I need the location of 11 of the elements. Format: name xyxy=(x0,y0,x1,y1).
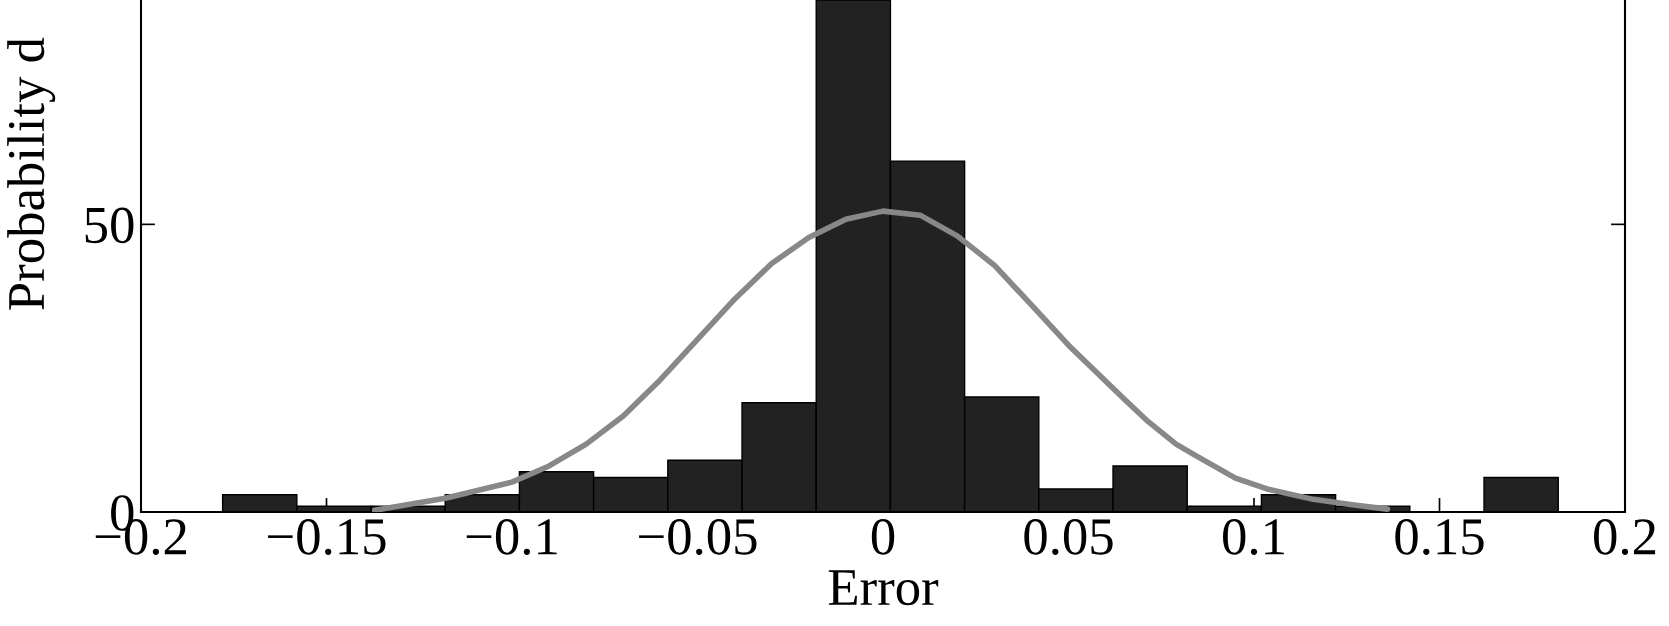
x-tick-label: −0.15 xyxy=(268,519,386,555)
x-axis-title: Error xyxy=(828,570,939,606)
y-tick-label: 50 xyxy=(85,207,134,244)
x-tick-label: 0.05 xyxy=(1024,519,1113,555)
x-tick-label: 0.15 xyxy=(1395,519,1484,555)
x-tick-label: −0.05 xyxy=(639,519,757,555)
y-axis-title: Probability d xyxy=(7,37,56,310)
x-tick-label: 0.2 xyxy=(1594,519,1656,555)
x-tick-label: −0.1 xyxy=(466,519,557,555)
x-tick-label: 0.1 xyxy=(1223,519,1284,555)
x-tick-label: 0 xyxy=(871,519,895,555)
